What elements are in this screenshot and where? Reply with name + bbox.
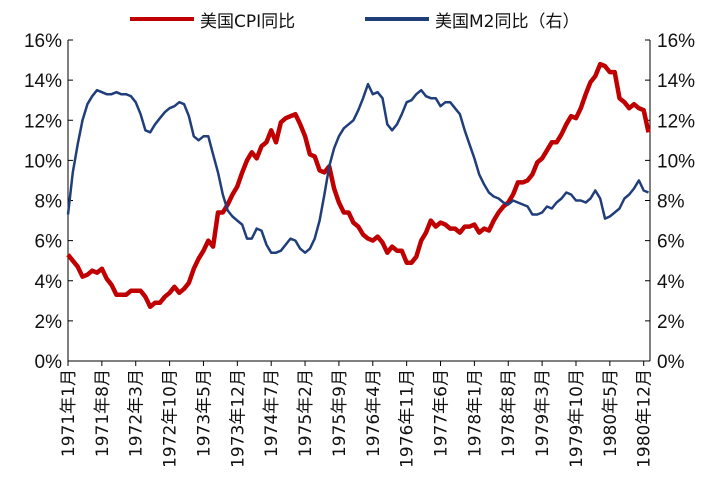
x-tick-label: 1978年8月 <box>499 369 519 457</box>
x-tick-label: 1974年7月 <box>262 369 282 457</box>
x-tick-label: 1975年2月 <box>296 369 316 457</box>
y-right-tick-label: 16% <box>657 31 695 52</box>
x-tick-label: 1976年4月 <box>364 369 384 457</box>
y-left-tick-label: 14% <box>24 71 62 92</box>
y-left-tick-label: 0% <box>35 352 63 373</box>
x-tick-label: 1972年10月 <box>161 369 181 468</box>
series-line-m2 <box>66 82 649 254</box>
chart-axes: 0% 2% 4% 6% 8% 10% 12% 14% 16% 0% 2% 4% 6% 8% 10% 12% 14… <box>24 31 695 468</box>
y-right-tick-label: 8% <box>657 192 685 213</box>
y-left-tick-label: 4% <box>35 272 63 293</box>
x-tick-label: 1971年1月 <box>59 369 79 457</box>
x-tick-label: 1973年12月 <box>228 369 248 468</box>
chart-series <box>66 61 651 310</box>
legend-label-m2: 美国M2同比（右） <box>435 11 580 32</box>
legend-item-m2: 美国M2同比（右） <box>365 6 579 32</box>
x-tick-label: 1978年1月 <box>465 369 485 457</box>
x-tick-label: 1973年5月 <box>194 369 214 457</box>
x-tick-label: 1975年9月 <box>330 369 350 457</box>
y-left-tick-label: 12% <box>24 111 62 132</box>
x-tick-label: 1971年8月 <box>93 369 113 457</box>
series-line-cpi <box>66 61 651 310</box>
y-right-tick-label: 6% <box>657 232 685 253</box>
y-left-tick-label: 16% <box>24 31 62 52</box>
y-left-tick-label: 10% <box>24 151 62 172</box>
x-tick-label: 1980年5月 <box>601 369 621 457</box>
y-right-tick-label: 12% <box>657 111 695 132</box>
x-tick-label: 1977年6月 <box>432 369 452 457</box>
y-left-tick-label: 8% <box>35 192 63 213</box>
x-tick-label: 1979年3月 <box>533 369 553 457</box>
x-tick-label: 1976年11月 <box>398 369 418 468</box>
legend-swatch-m2 <box>365 17 429 21</box>
y-right-tick-label: 14% <box>657 71 695 92</box>
legend-item-cpi: 美国CPI同比 <box>130 6 295 32</box>
x-tick-label: 1980年12月 <box>635 369 655 468</box>
legend-label-cpi: 美国CPI同比 <box>200 11 296 32</box>
y-right-tick-label: 4% <box>657 272 685 293</box>
legend-swatch-cpi <box>130 17 194 21</box>
y-right-tick-label: 0% <box>657 352 685 373</box>
y-right-tick-label: 10% <box>657 151 695 172</box>
x-tick-label: 1979年10月 <box>567 369 587 468</box>
x-tick-label: 1972年3月 <box>127 369 147 457</box>
y-left-tick-label: 2% <box>35 312 63 333</box>
y-right-tick-label: 2% <box>657 312 685 333</box>
y-left-tick-label: 6% <box>35 232 63 253</box>
